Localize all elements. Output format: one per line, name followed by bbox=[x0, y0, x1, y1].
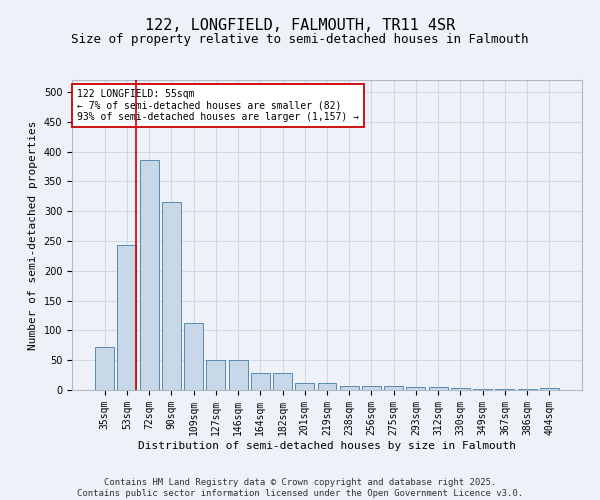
Y-axis label: Number of semi-detached properties: Number of semi-detached properties bbox=[28, 120, 38, 350]
Text: 122 LONGFIELD: 55sqm
← 7% of semi-detached houses are smaller (82)
93% of semi-d: 122 LONGFIELD: 55sqm ← 7% of semi-detach… bbox=[77, 90, 359, 122]
Bar bbox=[184, 322, 203, 390]
X-axis label: Distribution of semi-detached houses by size in Falmouth: Distribution of semi-detached houses by … bbox=[138, 440, 516, 450]
Bar bbox=[95, 347, 114, 390]
Bar bbox=[406, 387, 425, 390]
Bar bbox=[251, 374, 270, 390]
Bar bbox=[362, 386, 381, 390]
Bar bbox=[473, 389, 492, 390]
Bar bbox=[340, 386, 359, 390]
Bar bbox=[540, 388, 559, 390]
Text: Contains HM Land Registry data © Crown copyright and database right 2025.
Contai: Contains HM Land Registry data © Crown c… bbox=[77, 478, 523, 498]
Bar bbox=[317, 383, 337, 390]
Bar bbox=[206, 360, 225, 390]
Bar bbox=[429, 387, 448, 390]
Text: 122, LONGFIELD, FALMOUTH, TR11 4SR: 122, LONGFIELD, FALMOUTH, TR11 4SR bbox=[145, 18, 455, 32]
Bar bbox=[229, 360, 248, 390]
Bar bbox=[295, 383, 314, 390]
Bar bbox=[451, 388, 470, 390]
Bar bbox=[384, 386, 403, 390]
Bar bbox=[162, 202, 181, 390]
Text: Size of property relative to semi-detached houses in Falmouth: Size of property relative to semi-detach… bbox=[71, 32, 529, 46]
Bar bbox=[273, 374, 292, 390]
Bar bbox=[140, 160, 158, 390]
Bar bbox=[118, 245, 136, 390]
